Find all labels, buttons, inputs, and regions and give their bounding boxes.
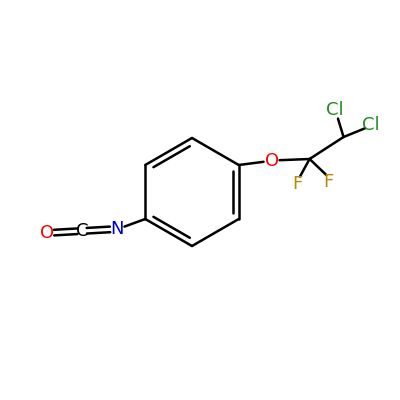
Text: Cl: Cl <box>326 101 344 119</box>
Text: Cl: Cl <box>362 116 380 134</box>
Text: F: F <box>324 173 334 191</box>
Text: O: O <box>40 224 54 242</box>
Text: F: F <box>292 175 303 193</box>
Text: N: N <box>110 220 124 238</box>
Text: C: C <box>76 222 88 240</box>
Text: O: O <box>264 152 279 170</box>
